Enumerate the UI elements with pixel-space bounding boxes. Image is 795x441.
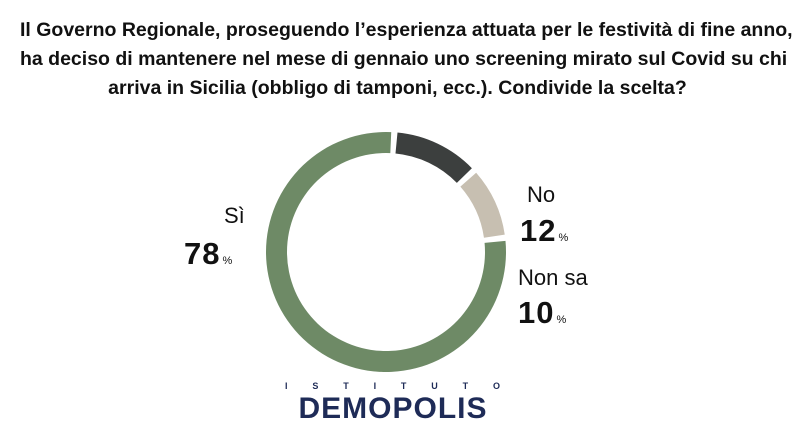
logo-letter: S bbox=[312, 381, 319, 391]
label-si-number: 78 bbox=[184, 236, 221, 271]
logo-letter: T bbox=[343, 381, 349, 391]
logo-letter: U bbox=[431, 381, 438, 391]
title-line-1: Il Governo Regionale, proseguendo l’espe… bbox=[20, 19, 793, 41]
logo-demopolis: DEMOPOLIS bbox=[298, 392, 488, 425]
logo-letter: T bbox=[462, 381, 469, 391]
label-no-name: No bbox=[527, 182, 556, 207]
label-nonsa-value: 10% bbox=[518, 295, 566, 331]
logo-letter: T bbox=[400, 381, 407, 391]
logo-letter: I bbox=[373, 381, 377, 391]
label-nonsa-name: Non sa bbox=[518, 265, 588, 290]
label-no-number: 12 bbox=[520, 213, 557, 248]
donut-slice-no bbox=[395, 132, 472, 183]
label-si-value: 78% bbox=[184, 236, 232, 272]
chart-title: Il Governo Regionale, proseguendo l’espe… bbox=[20, 16, 793, 103]
title-line-2: ha deciso di mantenere nel mese di genna… bbox=[20, 48, 788, 70]
logo-letter: O bbox=[492, 381, 500, 391]
label-si-unit: % bbox=[222, 255, 233, 267]
label-nonsa-number: 10 bbox=[518, 295, 555, 330]
label-nonsa-unit: % bbox=[556, 314, 567, 326]
label-no-value: 12% bbox=[520, 213, 568, 249]
label-si-name: Sì bbox=[224, 203, 245, 228]
logo-letter: I bbox=[285, 381, 288, 391]
title-line-3: arriva in Sicilia (obbligo di tamponi, e… bbox=[108, 77, 687, 99]
label-no-unit: % bbox=[558, 232, 569, 244]
donut-slice-nonsa bbox=[460, 172, 505, 238]
